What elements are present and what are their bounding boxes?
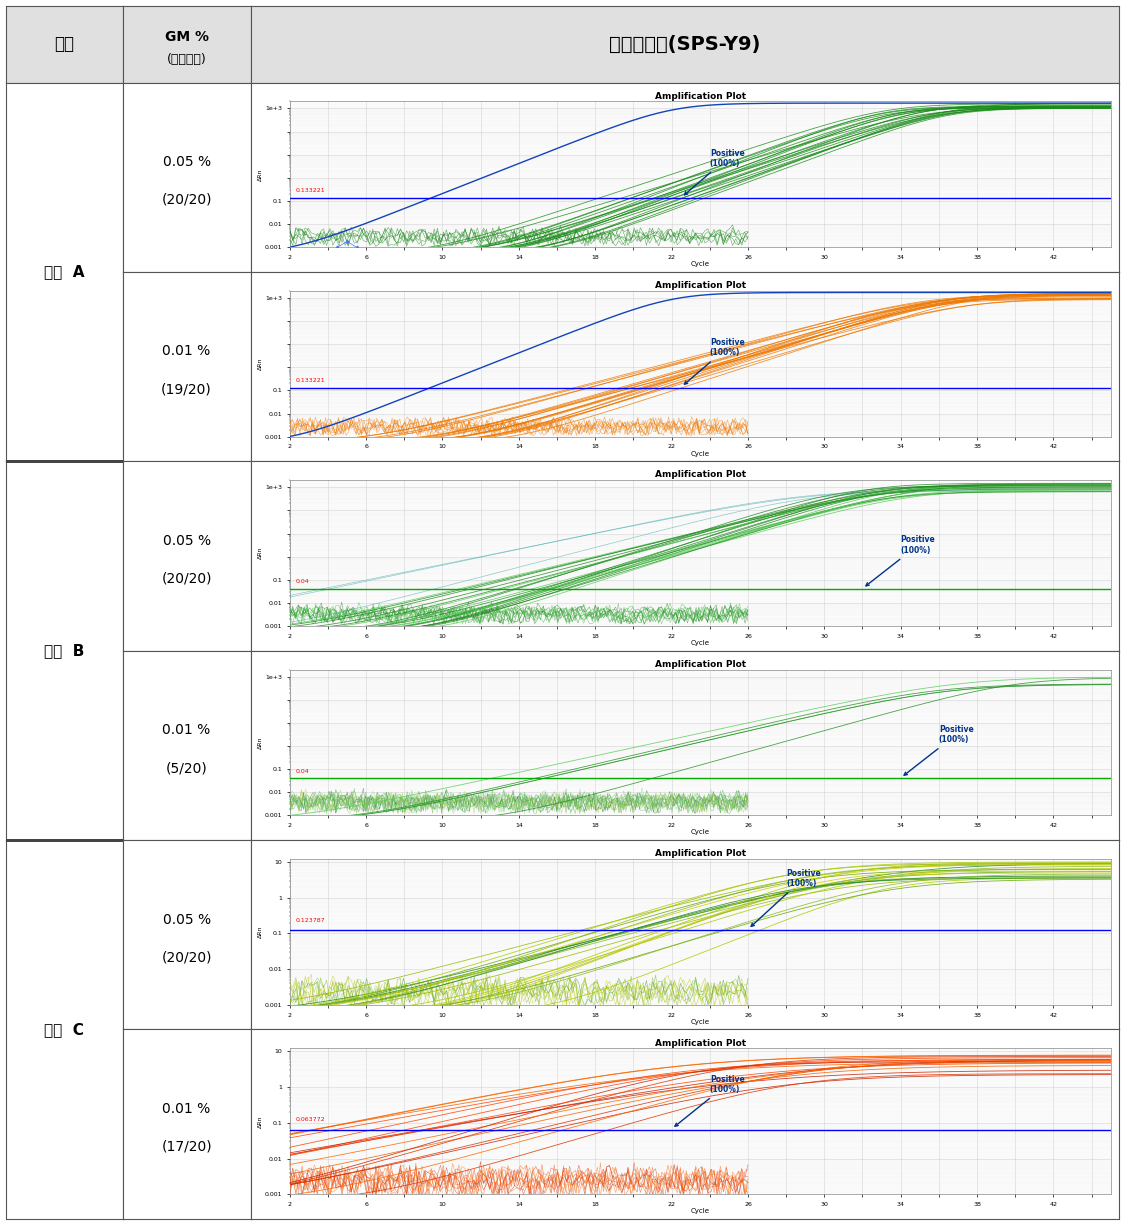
Text: 기관  C: 기관 C bbox=[44, 1022, 84, 1038]
Text: (5/20): (5/20) bbox=[165, 761, 207, 775]
Text: 구조유전자(SPS-Y9): 구조유전자(SPS-Y9) bbox=[610, 34, 760, 54]
Text: 0.133221: 0.133221 bbox=[296, 189, 325, 194]
Text: (검출횟수): (검출횟수) bbox=[166, 53, 207, 66]
Text: 0.05 %: 0.05 % bbox=[162, 534, 210, 548]
X-axis label: Cycle: Cycle bbox=[691, 829, 710, 835]
Text: Positive
(100%): Positive (100%) bbox=[684, 338, 745, 385]
X-axis label: Cycle: Cycle bbox=[691, 641, 710, 646]
Text: GM %: GM % bbox=[164, 29, 208, 44]
Text: 0.01 %: 0.01 % bbox=[162, 723, 210, 737]
Y-axis label: ΔRn: ΔRn bbox=[259, 926, 263, 938]
Text: 0.04: 0.04 bbox=[296, 579, 309, 584]
Text: Positive
(100%): Positive (100%) bbox=[684, 148, 745, 195]
Title: Amplification Plot: Amplification Plot bbox=[655, 1039, 746, 1047]
Text: (20/20): (20/20) bbox=[161, 572, 212, 586]
Title: Amplification Plot: Amplification Plot bbox=[655, 849, 746, 859]
Y-axis label: ΔRn: ΔRn bbox=[259, 358, 263, 370]
Text: Positive
(100%): Positive (100%) bbox=[866, 535, 935, 586]
X-axis label: Cycle: Cycle bbox=[691, 1019, 710, 1025]
Y-axis label: ΔRn: ΔRn bbox=[259, 736, 263, 748]
Title: Amplification Plot: Amplification Plot bbox=[655, 92, 746, 100]
Title: Amplification Plot: Amplification Plot bbox=[655, 281, 746, 290]
Text: 0.05 %: 0.05 % bbox=[162, 913, 210, 926]
Text: 0.063772: 0.063772 bbox=[296, 1117, 325, 1122]
Text: 기관  B: 기관 B bbox=[44, 643, 84, 658]
Text: (17/20): (17/20) bbox=[161, 1140, 212, 1154]
Text: 0.05 %: 0.05 % bbox=[162, 156, 210, 169]
Text: 기관: 기관 bbox=[54, 36, 74, 54]
Text: Positive
(100%): Positive (100%) bbox=[675, 1074, 745, 1126]
Y-axis label: ΔRn: ΔRn bbox=[259, 168, 263, 180]
Text: 기관  A: 기관 A bbox=[44, 265, 84, 279]
Title: Amplification Plot: Amplification Plot bbox=[655, 660, 746, 669]
Text: 0.04: 0.04 bbox=[296, 768, 309, 774]
Text: 0.01 %: 0.01 % bbox=[162, 1102, 210, 1116]
X-axis label: Cycle: Cycle bbox=[691, 261, 710, 267]
Text: Positive
(100%): Positive (100%) bbox=[752, 869, 821, 926]
X-axis label: Cycle: Cycle bbox=[691, 451, 710, 457]
Title: Amplification Plot: Amplification Plot bbox=[655, 470, 746, 479]
Text: (19/20): (19/20) bbox=[161, 382, 212, 397]
Text: 0.01 %: 0.01 % bbox=[162, 344, 210, 359]
X-axis label: Cycle: Cycle bbox=[691, 1208, 710, 1214]
Y-axis label: ΔRn: ΔRn bbox=[259, 546, 263, 560]
Text: Positive
(100%): Positive (100%) bbox=[904, 725, 973, 775]
Text: (20/20): (20/20) bbox=[161, 194, 212, 207]
Text: (20/20): (20/20) bbox=[161, 951, 212, 964]
Y-axis label: ΔRn: ΔRn bbox=[259, 1115, 263, 1127]
Text: 0.123787: 0.123787 bbox=[296, 918, 325, 922]
Text: 0.133221: 0.133221 bbox=[296, 377, 325, 382]
